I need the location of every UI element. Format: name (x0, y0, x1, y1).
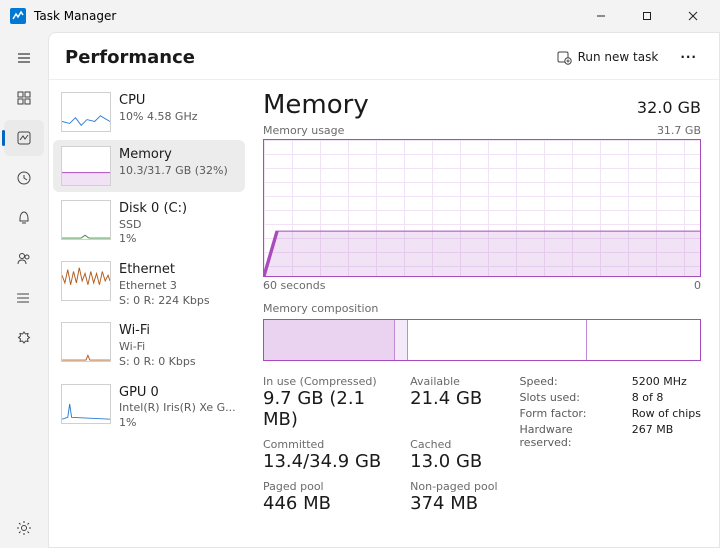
window-title: Task Manager (34, 9, 116, 23)
nav-services[interactable] (4, 320, 44, 356)
detail-pane: Memory 32.0 GB Memory usage 31.7 GB 60 s… (249, 80, 719, 547)
maximize-button[interactable] (624, 0, 670, 32)
close-button[interactable] (670, 0, 716, 32)
composition-segment-inuse (264, 320, 395, 360)
detail-title: Memory (263, 90, 369, 120)
nav-rail (0, 32, 48, 548)
resource-tile-disk0[interactable]: Disk 0 (C:)SSD1% (53, 194, 245, 253)
page-title: Performance (65, 47, 195, 68)
nav-startup[interactable] (4, 200, 44, 236)
nav-details[interactable] (4, 280, 44, 316)
history-icon (16, 170, 32, 186)
resource-name: GPU 0 (119, 384, 236, 402)
mini-chart-memory (61, 146, 111, 186)
settings-icon (16, 520, 32, 536)
page-header: Performance Run new task ··· (49, 33, 719, 80)
resource-name: Wi-Fi (119, 322, 196, 340)
stat-available: Available 21.4 GB (410, 375, 497, 430)
stats-block: In use (Compressed) 9.7 GB (2.1 MB) Avai… (263, 375, 701, 514)
usage-label: Memory usage (263, 124, 344, 137)
nav-hamburger[interactable] (4, 40, 44, 76)
composition-segment-free (587, 320, 700, 360)
composition-label: Memory composition (263, 302, 701, 315)
menu-icon (16, 50, 32, 66)
run-new-task-button[interactable]: Run new task (546, 45, 669, 69)
mini-chart-gpu0 (61, 384, 111, 424)
processes-icon (16, 90, 32, 106)
usage-max: 31.7 GB (657, 124, 701, 137)
stat-cached: Cached 13.0 GB (410, 438, 497, 472)
nav-users[interactable] (4, 240, 44, 276)
nav-performance[interactable] (4, 120, 44, 156)
composition-bar (263, 319, 701, 361)
mini-chart-wifi (61, 322, 111, 362)
content-pane: Performance Run new task ··· CPU10% 4.58… (48, 32, 720, 548)
resource-tile-wifi[interactable]: Wi-FiWi-FiS: 0 R: 0 Kbps (53, 316, 245, 375)
resource-name: Ethernet (119, 261, 210, 279)
details-icon (16, 290, 32, 306)
mini-chart-disk0 (61, 200, 111, 240)
composition-segment-standby (408, 320, 587, 360)
stat-committed: Committed 13.4/34.9 GB (263, 438, 392, 472)
titlebar: Task Manager (0, 0, 720, 32)
x-right: 0 (694, 279, 701, 292)
minimize-button[interactable] (578, 0, 624, 32)
resource-name: Disk 0 (C:) (119, 200, 187, 218)
x-left: 60 seconds (263, 279, 325, 292)
memory-usage-chart (263, 139, 701, 277)
mini-chart-eth (61, 261, 111, 301)
resource-name: CPU (119, 92, 198, 110)
resource-name: Memory (119, 146, 228, 164)
resource-tile-memory[interactable]: Memory10.3/31.7 GB (32%) (53, 140, 245, 192)
services-icon (16, 330, 32, 346)
users-icon (16, 250, 32, 266)
resource-tile-gpu0[interactable]: GPU 0Intel(R) Iris(R) Xe G...1% (53, 378, 245, 437)
stat-paged: Paged pool 446 MB (263, 480, 392, 514)
nav-settings[interactable] (4, 510, 44, 546)
run-task-icon (556, 49, 572, 65)
mini-chart-cpu (61, 92, 111, 132)
stat-nonpaged: Non-paged pool 374 MB (410, 480, 497, 514)
composition-segment-mod (395, 320, 408, 360)
detail-total: 32.0 GB (637, 98, 701, 117)
hardware-stats: Speed:5200 MHz Slots used:8 of 8 Form fa… (520, 375, 701, 514)
run-new-task-label: Run new task (578, 50, 659, 64)
startup-icon (16, 210, 32, 226)
resource-tile-eth[interactable]: EthernetEthernet 3S: 0 R: 224 Kbps (53, 255, 245, 314)
app-icon (10, 8, 26, 24)
resource-list: CPU10% 4.58 GHzMemory10.3/31.7 GB (32%)D… (49, 80, 249, 547)
nav-app-history[interactable] (4, 160, 44, 196)
more-button[interactable]: ··· (672, 46, 705, 68)
stat-in-use: In use (Compressed) 9.7 GB (2.1 MB) (263, 375, 392, 430)
nav-processes[interactable] (4, 80, 44, 116)
resource-tile-cpu[interactable]: CPU10% 4.58 GHz (53, 86, 245, 138)
performance-icon (16, 130, 32, 146)
